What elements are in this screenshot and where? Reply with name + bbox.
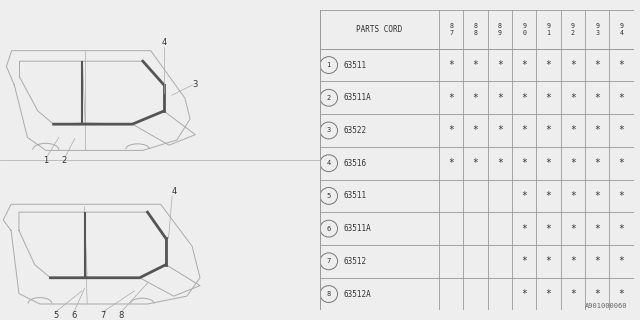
Text: 9
4: 9 4 [620,23,623,36]
Text: *: * [545,191,552,201]
Text: 8: 8 [326,291,331,297]
Text: *: * [545,93,552,103]
Text: *: * [497,158,503,168]
Text: *: * [545,256,552,266]
Text: 9
1: 9 1 [547,23,550,36]
Text: *: * [570,224,576,234]
Text: 9
0: 9 0 [522,23,526,36]
Text: *: * [545,125,552,135]
Text: *: * [522,60,527,70]
Text: *: * [594,93,600,103]
Text: *: * [618,60,625,70]
Text: 63512A: 63512A [344,290,371,299]
Text: *: * [522,158,527,168]
Text: *: * [594,60,600,70]
Text: *: * [570,191,576,201]
Text: 5: 5 [53,311,58,320]
Text: *: * [522,93,527,103]
Text: *: * [522,125,527,135]
Text: 4: 4 [326,160,331,166]
Text: *: * [594,256,600,266]
Text: *: * [618,256,625,266]
Text: 8
8: 8 8 [474,23,477,36]
Text: 6: 6 [72,311,77,320]
Text: *: * [449,125,454,135]
Text: 63516: 63516 [344,159,367,168]
Text: 4: 4 [161,38,166,47]
Text: *: * [618,191,625,201]
Text: 1: 1 [43,156,49,165]
Text: *: * [594,289,600,299]
Text: 4: 4 [171,187,177,196]
Text: *: * [449,93,454,103]
Text: 63522: 63522 [344,126,367,135]
Text: *: * [570,256,576,266]
Text: 8: 8 [118,311,124,320]
Text: PARTS CORD: PARTS CORD [356,25,403,34]
Text: 1: 1 [326,62,331,68]
Text: *: * [570,125,576,135]
Text: *: * [497,125,503,135]
Text: *: * [570,158,576,168]
Text: A901000060: A901000060 [585,303,627,309]
Text: *: * [473,93,479,103]
Text: *: * [618,93,625,103]
Text: *: * [594,224,600,234]
Text: *: * [570,60,576,70]
Text: *: * [522,256,527,266]
Text: 9
3: 9 3 [595,23,599,36]
Text: 9
2: 9 2 [571,23,575,36]
Text: *: * [545,158,552,168]
Text: *: * [594,125,600,135]
Text: *: * [545,224,552,234]
Text: 63511A: 63511A [344,224,371,233]
Text: 7: 7 [326,258,331,264]
Text: 63511: 63511 [344,60,367,69]
Text: *: * [473,158,479,168]
Text: *: * [497,93,503,103]
Text: *: * [570,289,576,299]
Text: 63512: 63512 [344,257,367,266]
Text: *: * [618,158,625,168]
Text: 63511A: 63511A [344,93,371,102]
Text: 8
7: 8 7 [449,23,453,36]
Text: *: * [618,289,625,299]
Text: 2: 2 [326,95,331,101]
Text: *: * [522,224,527,234]
Text: *: * [473,60,479,70]
Text: 6: 6 [326,226,331,232]
Text: 5: 5 [326,193,331,199]
Text: *: * [449,158,454,168]
Text: *: * [449,60,454,70]
Text: 3: 3 [326,127,331,133]
Text: *: * [497,60,503,70]
Text: *: * [473,125,479,135]
Text: 2: 2 [61,156,67,165]
Text: *: * [545,289,552,299]
Text: 8
9: 8 9 [498,23,502,36]
Text: 3: 3 [193,80,198,89]
Text: *: * [594,158,600,168]
Text: 7: 7 [100,311,106,320]
Text: *: * [545,60,552,70]
Text: *: * [594,191,600,201]
Text: *: * [618,125,625,135]
Text: *: * [618,224,625,234]
Text: 63511: 63511 [344,191,367,200]
Text: *: * [522,191,527,201]
Text: *: * [522,289,527,299]
Text: *: * [570,93,576,103]
